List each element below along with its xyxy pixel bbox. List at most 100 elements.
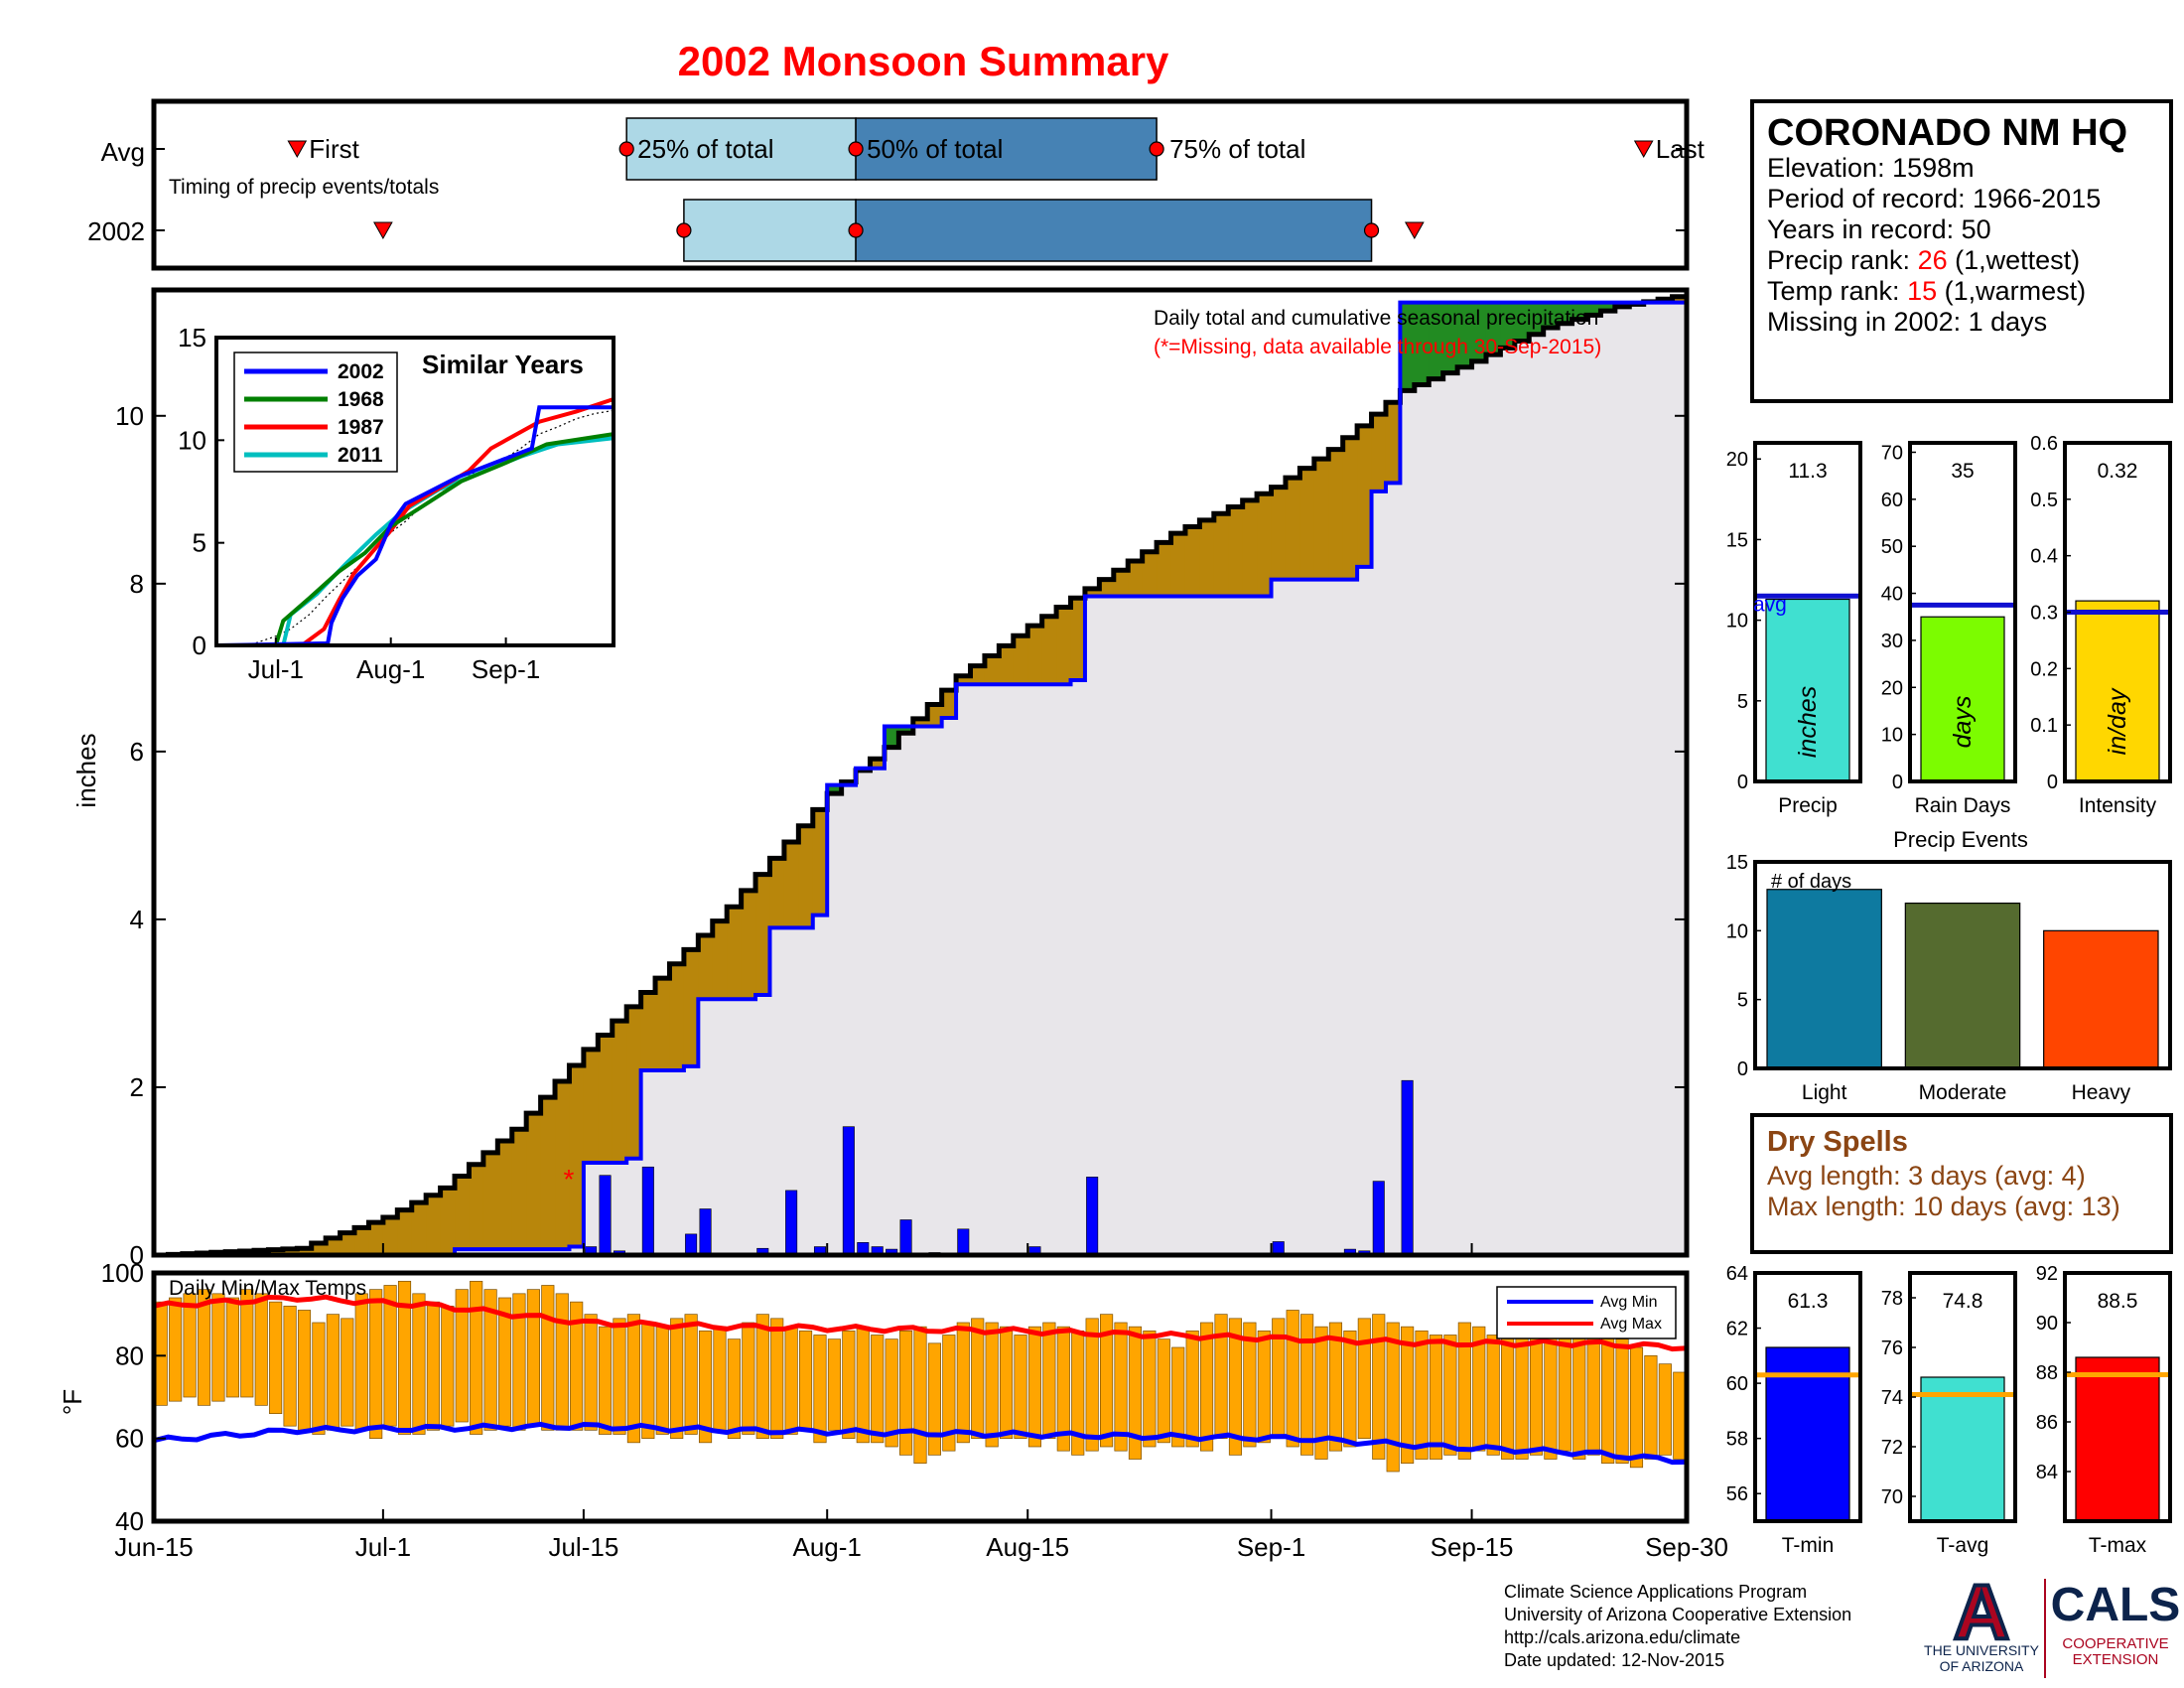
temp-ytick-label: 60 [115, 1424, 144, 1454]
temp-range-bar [784, 1326, 798, 1435]
deficit-segment [1084, 588, 1100, 597]
temp-range-bar [1214, 1314, 1228, 1440]
deficit-segment [970, 665, 986, 685]
deficit-segment [540, 1097, 556, 1250]
temp-range-bar [1185, 1330, 1199, 1448]
deficit-segment [426, 1195, 442, 1255]
deficit-segment [755, 874, 771, 995]
daily-precip-bar [899, 1219, 912, 1256]
season-total-panel-2: 0.32 Intensity 0 0.1 0.2 0.3 0.4 0.5 0.6 in/day [2030, 433, 2172, 817]
timing-first-label: First [309, 134, 359, 164]
deficit-segment [511, 1129, 527, 1250]
dry-spells-panel: Dry Spells Avg length: 3 days (avg: 4) M… [1750, 1113, 2173, 1254]
precip-events-chart: Precip Events Light Moderate Heavy 0 5 10 15 #… [1726, 827, 2172, 1104]
daily-precip-bar [957, 1228, 970, 1256]
missing-data-marker: * [564, 1164, 575, 1195]
deficit-segment [1213, 513, 1229, 597]
temp-range-bar [856, 1326, 870, 1444]
temp-range-bar [397, 1280, 412, 1435]
daily-precip-bar [842, 1126, 855, 1256]
temp-range-bar [1157, 1338, 1170, 1444]
temp-range-bar [1644, 1354, 1658, 1460]
season-total-ytick-label: 10 [1881, 725, 1903, 747]
temp-range-bar [713, 1326, 727, 1431]
legend-label-2011: 2011 [338, 444, 383, 467]
temp-range-bar [1429, 1335, 1443, 1460]
temp-range-bar [641, 1322, 655, 1440]
surplus-segment [1514, 302, 1530, 342]
main-ytick-label: 0 [130, 1240, 144, 1270]
daily-temps-chart: °F 40 60 80 100 Daily Min/Max Temps Avg Min… [58, 1243, 1728, 1562]
season-temp-panel-frame [2063, 1271, 2172, 1523]
temp-range-bar [899, 1330, 913, 1456]
deficit-segment [798, 825, 814, 928]
temp-range-bar [755, 1314, 769, 1440]
daily-precip-bar [785, 1190, 798, 1256]
temp-range-bar [483, 1289, 497, 1431]
season-total-ytick-label: 0.3 [2030, 603, 2058, 625]
deficit-segment [712, 920, 728, 1000]
temp-range-bar [1056, 1326, 1070, 1452]
timing-dot-2-year [848, 222, 864, 238]
deficit-segment [583, 1049, 599, 1164]
deficit-segment [870, 759, 886, 769]
deficit-segment [397, 1209, 413, 1255]
temp-range-bar [1143, 1330, 1157, 1448]
season-total-unit-label: inches [1794, 686, 1822, 758]
timing-row-label-avg: Avg [101, 137, 145, 167]
deficit-segment [1357, 425, 1373, 567]
season-temp-ytick-label: 90 [2036, 1313, 2058, 1335]
timing-last-label: Last [1656, 134, 1706, 164]
temp-range-bar [1171, 1346, 1185, 1448]
season-temp-value-label: 74.8 [1943, 1290, 1983, 1313]
deficit-segment [526, 1113, 542, 1250]
events-ytick-label: 5 [1737, 990, 1748, 1012]
temp-range-bar [1501, 1330, 1515, 1460]
deficit-segment [640, 992, 656, 1071]
station-name: CORONADO NM HQ [1767, 112, 2127, 154]
station-precip-rank: Precip rank: 26 (1,wettest) [1767, 245, 2080, 275]
temp-range-bar [197, 1289, 211, 1406]
station-elevation: Elevation: 1598m [1767, 153, 1975, 183]
deficit-segment [612, 1021, 627, 1164]
season-total-avg-label: avg [1753, 593, 1787, 616]
date-xtick-label: Sep-15 [1431, 1532, 1514, 1562]
temp-range-bar [1343, 1330, 1357, 1448]
timing-dot-1-year [676, 222, 692, 238]
deficit-segment [1041, 616, 1057, 685]
temp-chart-ylabel: °F [58, 1389, 87, 1415]
deficit-segment [1170, 533, 1186, 597]
season-temp-ytick-label: 64 [1726, 1263, 1748, 1285]
inset-ytick-label: 0 [193, 631, 206, 660]
season-temp-panel-frame [1753, 1271, 1862, 1523]
surplus-segment [898, 726, 914, 734]
temp-range-bar [326, 1314, 340, 1431]
temp-range-bar [913, 1326, 927, 1465]
timing-pct-label-75: 75% of total [1169, 134, 1305, 164]
temp-range-bar [1300, 1314, 1314, 1456]
station-missing: Missing in 2002: 1 days [1767, 307, 2047, 337]
season-temp-value-bar [2075, 1356, 2160, 1522]
temp-range-bar [312, 1322, 326, 1435]
season-total-ytick-label: 10 [1726, 611, 1748, 633]
temp-range-bar [971, 1318, 985, 1440]
temp-range-bar [1457, 1322, 1471, 1460]
precip-events-ylabel: # of days [1771, 871, 1851, 893]
season-total-ytick-label: 30 [1881, 631, 1903, 652]
daily-precip-bar [641, 1166, 654, 1256]
season-total-ytick-label: 20 [1881, 677, 1903, 699]
deficit-segment [1299, 468, 1315, 580]
station-info-panel: CORONADO NM HQ Elevation: 1598m Period o… [1750, 99, 2173, 403]
deficit-segment [1013, 635, 1028, 685]
precip-rank-prefix: Precip rank: [1767, 245, 1918, 275]
temp-range-bar [1328, 1322, 1343, 1452]
legend-label-1987: 1987 [338, 416, 384, 439]
dry-spells-avg: Avg length: 3 days (avg: 4) [1767, 1161, 2086, 1191]
deficit-segment [382, 1216, 398, 1255]
deficit-segment [1385, 402, 1402, 484]
legend-label-2002: 2002 [338, 360, 384, 383]
season-total-ytick-label: 20 [1726, 449, 1748, 471]
season-temp-ytick-label: 62 [1726, 1319, 1748, 1340]
temp-range-bar [1529, 1326, 1544, 1456]
